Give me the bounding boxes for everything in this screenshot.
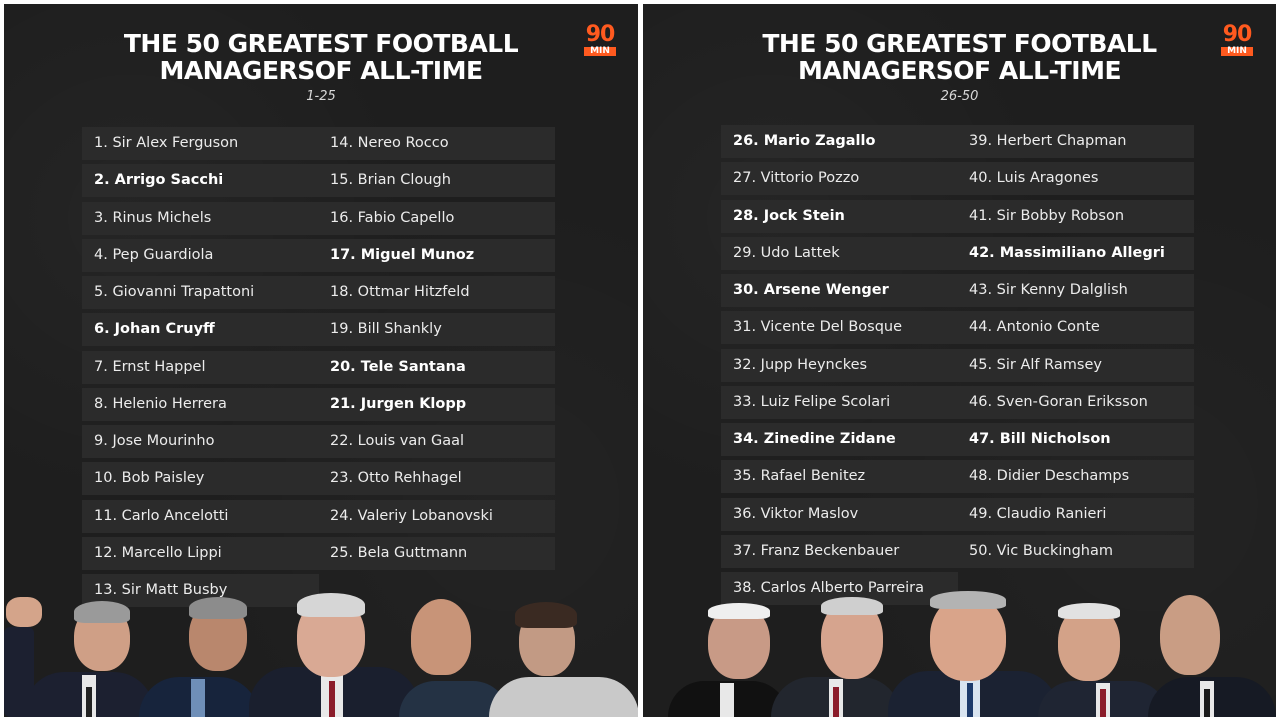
manager-rank-item: 34. Zinedine Zidane (721, 423, 958, 456)
logo-number: 90 (1222, 22, 1253, 47)
manager-photo (1148, 595, 1276, 717)
manager-rank-item: 17. Miguel Munoz (318, 238, 555, 272)
manager-rank-item: 26. Mario Zagallo (721, 125, 958, 158)
manager-rank-item: 42. Massimiliano Allegri (957, 236, 1194, 270)
logo-text: MIN (584, 47, 616, 56)
panel-title: THE 50 GREATEST FOOTBALL MANAGERSOF ALL-… (4, 30, 638, 84)
manager-photo (489, 602, 638, 717)
manager-rank-item: 5. Giovanni Trapattoni (82, 276, 319, 309)
manager-rank-item: 48. Didier Deschamps (957, 460, 1194, 494)
manager-rank-item: 15. Brian Clough (318, 164, 555, 198)
title-line-1: THE 50 GREATEST FOOTBALL (762, 29, 1157, 58)
90min-logo: 90 MIN (584, 24, 616, 56)
manager-photo (668, 603, 788, 717)
manager-rank-item: 41. Sir Bobby Robson (957, 199, 1194, 233)
manager-rank-item: 8. Helenio Herrera (82, 387, 319, 421)
rank-range-subtitle: 1-25 (306, 89, 336, 104)
manager-rank-item: 32. Jupp Heynckes (721, 348, 958, 382)
manager-rank-item: 9. Jose Mourinho (82, 425, 319, 458)
manager-rank-item: 14. Nereo Rocco (318, 127, 555, 160)
managers-panel-1-25: THE 50 GREATEST FOOTBALL MANAGERSOF ALL-… (4, 4, 638, 717)
manager-photos-strip (4, 592, 638, 717)
title-line-1: THE 50 GREATEST FOOTBALL (123, 29, 519, 58)
manager-rank-item: 18. Ottmar Hitzfeld (318, 276, 555, 309)
manager-rank-item: 21. Jurgen Klopp (318, 387, 555, 421)
manager-rank-item: 29. Udo Lattek (721, 236, 958, 270)
manager-rank-item: 40. Luis Aragones (957, 162, 1194, 196)
manager-photo (1038, 603, 1168, 717)
title-line-2: MANAGERSOF ALL-TIME (159, 56, 483, 85)
manager-rank-item: 33. Luiz Felipe Scolari (721, 385, 958, 419)
rank-range-subtitle: 26-50 (940, 89, 979, 104)
manager-rank-item: 13. Sir Matt Busby (82, 574, 319, 607)
manager-photo (771, 597, 901, 717)
manager-photo (139, 597, 259, 717)
manager-rank-item: 3. Rinus Michels (82, 201, 319, 235)
manager-rank-item: 1. Sir Alex Ferguson (82, 127, 319, 160)
logo-text: MIN (1221, 47, 1253, 56)
manager-rank-item: 28. Jock Stein (721, 199, 958, 233)
manager-photos-strip (643, 591, 1276, 717)
manager-rank-item: 47. Bill Nicholson (957, 423, 1194, 456)
manager-rank-item: 7. Ernst Happel (82, 350, 319, 384)
panel-title: THE 50 GREATEST FOOTBALL MANAGERSOF ALL-… (643, 30, 1276, 84)
manager-rank-item: 30. Arsene Wenger (721, 274, 958, 307)
logo-number: 90 (585, 22, 616, 47)
manager-rank-item: 31. Vicente Del Bosque (721, 311, 958, 345)
manager-rank-item: 4. Pep Guardiola (82, 238, 319, 272)
manager-rank-item: 49. Claudio Ranieri (957, 497, 1194, 531)
manager-photo (249, 593, 419, 717)
manager-rank-item: 19. Bill Shankly (318, 313, 555, 347)
manager-rank-item: 2. Arrigo Sacchi (82, 164, 319, 198)
manager-rank-item: 10. Bob Paisley (82, 462, 319, 496)
title-line-2: MANAGERSOF ALL-TIME (797, 56, 1122, 85)
manager-rank-item: 22. Louis van Gaal (318, 425, 555, 458)
manager-rank-item: 39. Herbert Chapman (957, 125, 1194, 158)
manager-rank-item: 45. Sir Alf Ramsey (957, 348, 1194, 382)
manager-rank-item: 36. Viktor Maslov (721, 497, 958, 531)
manager-rank-item: 24. Valeriy Lobanovski (318, 499, 555, 533)
manager-rank-item: 44. Antonio Conte (957, 311, 1194, 345)
manager-rank-item: 37. Franz Beckenbauer (721, 534, 958, 568)
manager-photo (888, 591, 1058, 717)
manager-rank-item: 11. Carlo Ancelotti (82, 499, 319, 533)
manager-photo (4, 597, 154, 717)
manager-rank-item: 23. Otto Rehhagel (318, 462, 555, 496)
manager-rank-item: 27. Vittorio Pozzo (721, 162, 958, 196)
manager-rank-item: 20. Tele Santana (318, 350, 555, 384)
manager-rank-item: 46. Sven-Goran Eriksson (957, 385, 1194, 419)
manager-rank-item: 12. Marcello Lippi (82, 536, 319, 570)
manager-rank-item: 25. Bela Guttmann (318, 536, 555, 570)
manager-rank-item: 43. Sir Kenny Dalglish (957, 274, 1194, 307)
managers-panel-26-50: THE 50 GREATEST FOOTBALL MANAGERSOF ALL-… (643, 4, 1276, 717)
manager-rank-item: 50. Vic Buckingham (957, 534, 1194, 568)
manager-rank-item: 35. Rafael Benitez (721, 460, 958, 494)
90min-logo: 90 MIN (1221, 24, 1253, 56)
manager-rank-item: 6. Johan Cruyff (82, 313, 319, 347)
manager-rank-item: 16. Fabio Capello (318, 201, 555, 235)
